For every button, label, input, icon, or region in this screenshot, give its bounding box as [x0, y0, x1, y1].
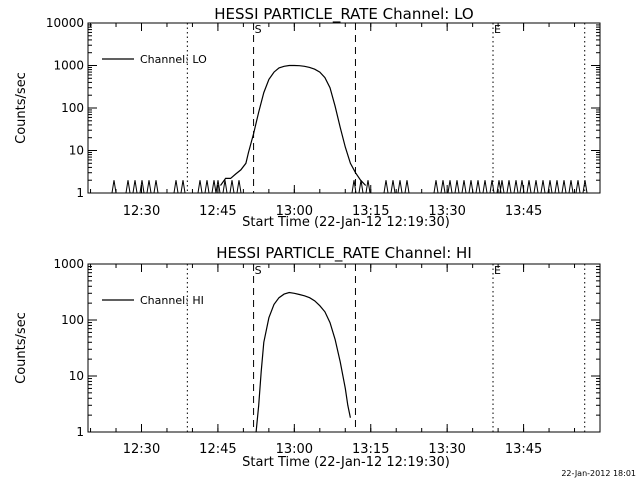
- chart-2-xtick-label: 13:00: [276, 442, 313, 457]
- chart-2-ytick-label: 1000: [53, 257, 84, 271]
- chart-2-legend-label: Channel: HI: [140, 294, 204, 307]
- chart-1-series-line: [220, 64, 367, 186]
- chart-2-title: HESSI PARTICLE_RATE Channel: HI: [216, 244, 472, 263]
- chart-1-ytick-label: 10000: [46, 16, 84, 30]
- chart-1-plot-frame: [87, 22, 601, 194]
- chart-1-xtick-label: 13:45: [505, 204, 542, 219]
- chart-2-xtick-label: 13:15: [352, 442, 389, 457]
- chart-2-ylabel: Counts/sec: [14, 312, 29, 384]
- footer-timestamp: 22-Jan-2012 18:01: [561, 469, 636, 478]
- chart-2-xlabel: Start Time (22-Jan-12 12:19:30): [242, 455, 450, 470]
- chart-2-series-line: [255, 291, 351, 433]
- chart-1-ytick-label: 10: [69, 144, 84, 158]
- chart-1-xtick-label: 12:30: [123, 204, 160, 219]
- chart-1-ytick-label: 100: [61, 101, 84, 115]
- chart-1-ytick-label: 1000: [53, 59, 84, 73]
- chart-1-xtick-label: 12:45: [199, 204, 236, 219]
- chart-2-ytick-label: 100: [61, 313, 84, 327]
- chart-2-marker-label: E: [494, 264, 501, 277]
- chart-2-ytick-label: 10: [69, 369, 84, 383]
- chart-2-xtick-label: 12:30: [123, 442, 160, 457]
- chart-1-xtick-label: 13:00: [276, 204, 313, 219]
- chart-2-marker-label: S: [255, 264, 262, 277]
- chart-1-ytick-label: 1: [76, 186, 84, 200]
- chart-1-legend-label: Channel: LO: [140, 53, 207, 66]
- chart-1-xlabel: Start Time (22-Jan-12 12:19:30): [242, 215, 450, 230]
- chart-2-xtick-label: 12:45: [199, 442, 236, 457]
- chart-1-ylabel: Counts/sec: [14, 72, 29, 144]
- chart-2-ytick-label: 1: [76, 425, 84, 439]
- chart-1-xtick-label: 13:15: [352, 204, 389, 219]
- chart-1-xtick-label: 13:30: [428, 204, 465, 219]
- chart-1-title: HESSI PARTICLE_RATE Channel: LO: [214, 5, 473, 24]
- chart-2-xtick-label: 13:45: [505, 442, 542, 457]
- chart-2-plot-frame: [87, 263, 601, 433]
- chart-1-marker-label: S: [255, 23, 262, 36]
- chart-1-noise-trace: [111, 180, 588, 194]
- chart-1-marker-label: E: [494, 23, 501, 36]
- chart-2-xtick-label: 13:30: [428, 442, 465, 457]
